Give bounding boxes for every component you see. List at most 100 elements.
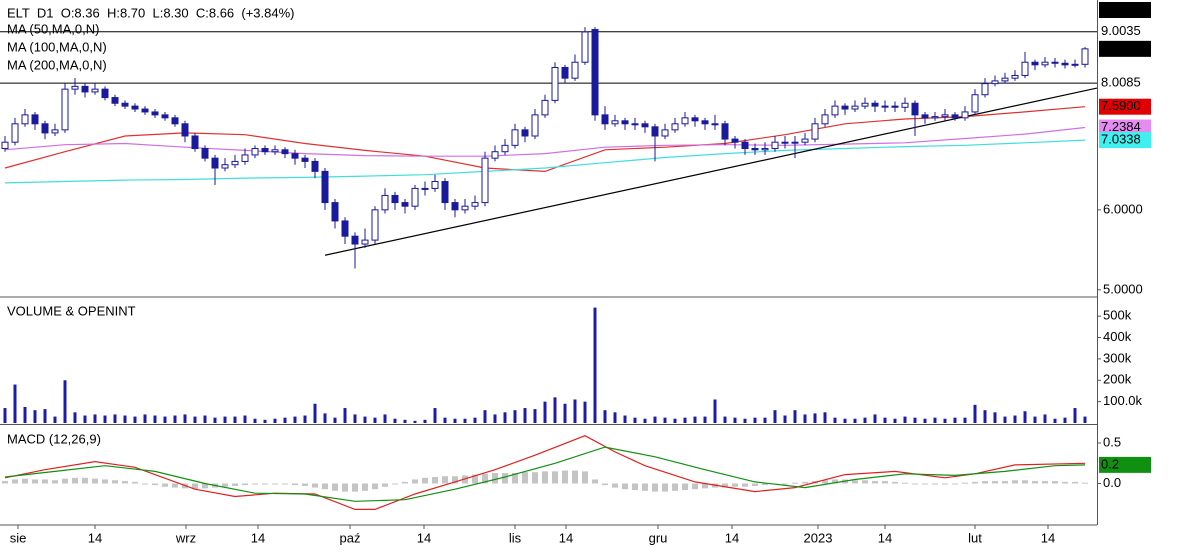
histogram-bar [252, 483, 258, 485]
volume-bar [323, 413, 327, 423]
histogram-bar [902, 482, 908, 484]
volume-bar [233, 416, 237, 423]
volume-bar [873, 414, 877, 423]
volume-bar [673, 418, 677, 423]
candle-body [601, 114, 609, 125]
volume-bar [643, 418, 647, 423]
volume-bar [983, 410, 987, 423]
volume-bar [493, 414, 497, 423]
candle-body [351, 235, 359, 245]
histogram-bar [312, 483, 318, 488]
histogram-bar [972, 481, 978, 484]
histogram-bar [612, 483, 618, 488]
candle-body [741, 141, 749, 150]
volume-bar [413, 420, 417, 423]
volume-bar [103, 415, 107, 423]
histogram-bar [1082, 482, 1088, 484]
histogram-bar [622, 483, 628, 490]
candle-body [761, 148, 769, 151]
candle-body [141, 108, 149, 113]
histogram-bar [282, 483, 288, 485]
histogram-bar [172, 483, 178, 488]
candle-body [241, 154, 249, 162]
histogram-bar [232, 483, 238, 486]
ma-value-tag-box [1099, 132, 1151, 149]
candle-body [821, 114, 829, 125]
candle-body [121, 102, 129, 107]
volume-bar [503, 412, 507, 423]
histogram-bar [102, 479, 108, 484]
histogram-bar [192, 483, 198, 490]
volume-bar [573, 399, 577, 423]
volume-bar [923, 418, 927, 423]
histogram-bar [1022, 480, 1028, 484]
volume-bar [943, 418, 947, 423]
histogram-bar [982, 481, 988, 484]
histogram-bar [122, 481, 128, 484]
volume-bar [373, 417, 377, 423]
histogram-bar [412, 479, 418, 484]
volume-bar [53, 416, 57, 423]
volume-bar [273, 418, 277, 423]
candle-body [671, 123, 679, 131]
candle-body [931, 116, 939, 119]
candle-body [51, 129, 59, 134]
volume-bar [1003, 416, 1007, 423]
histogram-bar [92, 478, 98, 484]
volume-bar [1013, 415, 1017, 423]
histogram-bar [592, 479, 598, 484]
histogram-bar [942, 483, 948, 485]
candle-body [681, 117, 689, 125]
top-tag: 10.9772 [1101, 1, 1148, 16]
candle-body [911, 102, 919, 116]
candle-body [401, 202, 409, 207]
volume-bar [263, 419, 267, 423]
y-tick-label: 100.0k [1103, 393, 1143, 408]
histogram-bar [222, 483, 228, 487]
volume-bar [13, 384, 17, 423]
volume-bar [1083, 416, 1087, 423]
y-tick-label: 5.0000 [1103, 281, 1143, 296]
candle-body [1031, 61, 1039, 66]
candle-body [691, 117, 699, 122]
volume-bar [893, 418, 897, 423]
histogram-bar [482, 473, 488, 484]
histogram-bar [702, 483, 708, 489]
candle-body [1001, 77, 1009, 82]
histogram-bar [2, 481, 8, 484]
candle-body [291, 153, 299, 159]
candle-body [111, 97, 119, 104]
volume-bar [883, 417, 887, 423]
histogram-bar [162, 483, 168, 487]
volume-bar [603, 410, 607, 423]
volume-bar [193, 416, 197, 423]
volume-bar [613, 412, 617, 423]
histogram-bar [752, 483, 758, 486]
candle-body [361, 239, 369, 245]
volume-bar [333, 417, 337, 423]
volume-bar [463, 418, 467, 423]
histogram-bar [32, 479, 38, 484]
candle-body [321, 170, 329, 204]
candle-body [481, 157, 489, 204]
histogram-bar [242, 483, 248, 486]
candle-body [621, 120, 629, 125]
histogram-bar [492, 472, 498, 484]
histogram-bar [742, 483, 748, 487]
candle-body [1071, 63, 1079, 66]
histogram-bar [662, 483, 668, 492]
histogram-bar [1072, 481, 1078, 484]
histogram-bar [1012, 480, 1018, 484]
candle-body [171, 117, 179, 125]
histogram-bar [402, 481, 408, 484]
candle-body [311, 160, 319, 172]
candle-body [551, 66, 559, 101]
volume-bar [203, 415, 207, 423]
histogram-bar [792, 482, 798, 484]
histogram-bar [862, 480, 868, 484]
y-tick-label: 300k [1103, 350, 1132, 365]
series-line [4, 435, 1086, 510]
volume-bar [423, 419, 427, 423]
